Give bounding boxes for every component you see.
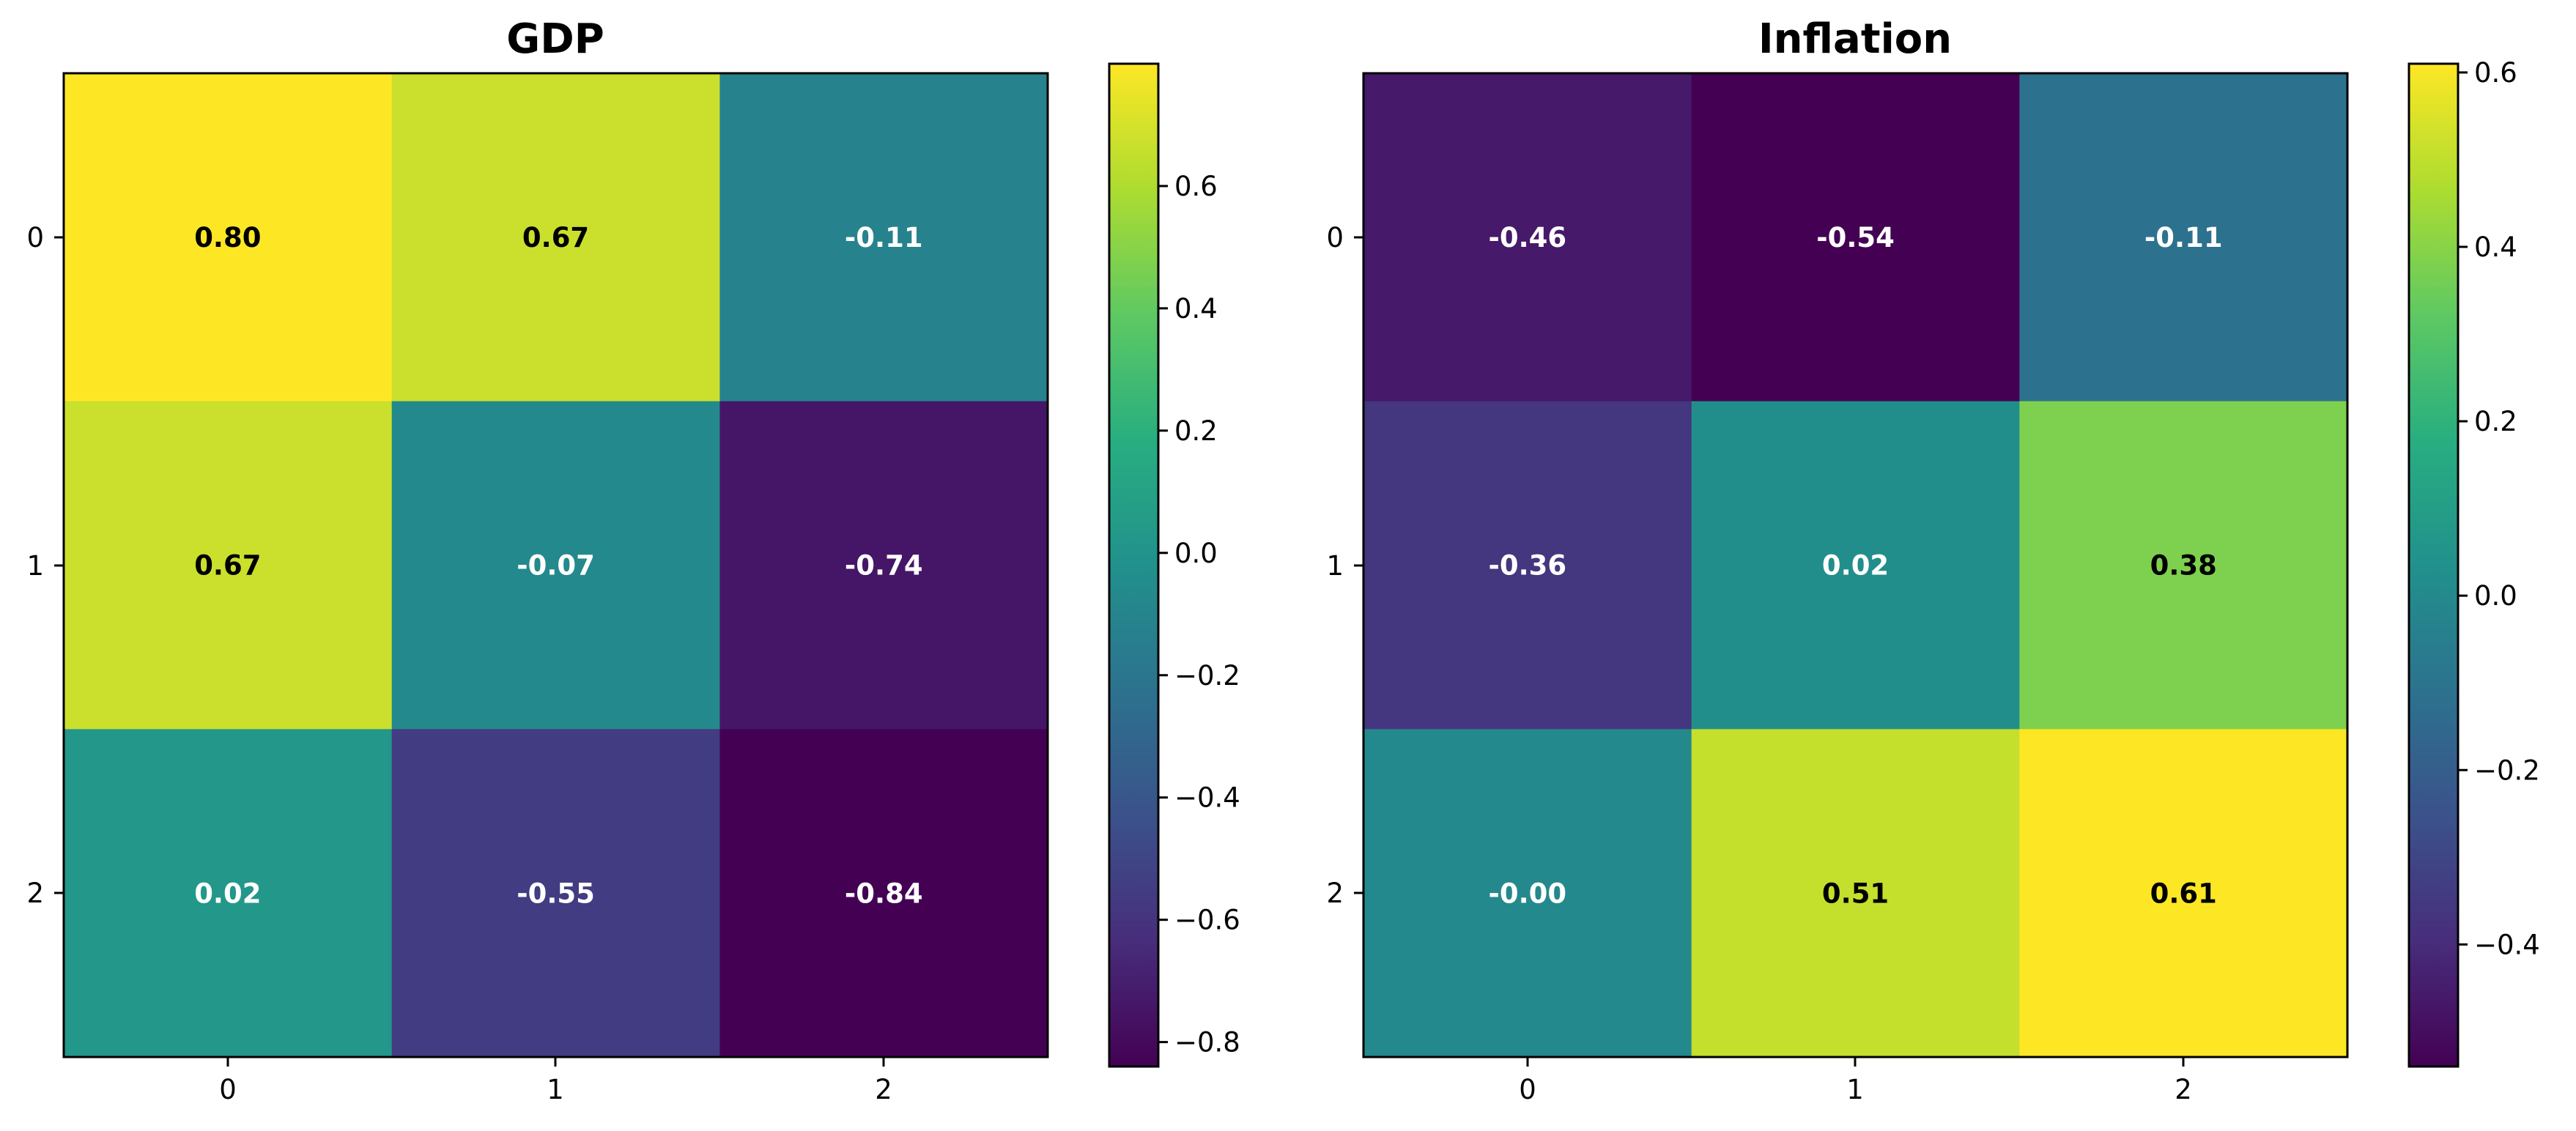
cell-value-label: -0.11 [2144, 222, 2223, 253]
cell-value-label: 0.51 [1822, 878, 1889, 909]
heatmap-cell [391, 73, 720, 402]
colorbar-tick-label: −0.4 [1174, 782, 1240, 814]
x-tick-label: 0 [1519, 1074, 1536, 1105]
colorbar-ticks: 0.6 0.4 0.2 0.0 −0.2 −0.4 [2458, 57, 2540, 960]
cell-value-label: 0.02 [1822, 550, 1889, 582]
y-tick-label: 2 [1326, 878, 1344, 909]
colorbar-tick-label: 0.4 [2474, 231, 2517, 263]
colorbar-tick-label: −0.2 [1174, 660, 1240, 691]
heatmap-cell [391, 729, 720, 1058]
colorbar-ticks: 0.6 0.4 0.2 0.0 −0.2 −0.4 −0.6 −0.8 [1158, 171, 1240, 1058]
heatmap-cell [2019, 73, 2348, 402]
heatmap-cell [1363, 73, 1692, 402]
cell-value-label: 0.61 [2150, 878, 2217, 909]
colorbar: 0.6 0.4 0.2 0.0 −0.2 −0.4 [2407, 57, 2540, 1068]
cell-value-label: -0.36 [1489, 550, 1567, 582]
cell-value-label: -0.46 [1489, 222, 1567, 253]
colorbar-tick-label: 0.2 [1174, 415, 1218, 447]
cell-value-label: 0.67 [194, 550, 261, 582]
colorbar-tick-label: 0.4 [1174, 293, 1218, 325]
colorbar-tick-label: −0.4 [2474, 929, 2540, 960]
heatmap-cell [719, 401, 1048, 730]
colorbar-tick-label: −0.2 [2474, 754, 2540, 786]
heatmap-cell [1363, 401, 1692, 730]
heatmap-cell [64, 73, 393, 402]
heatmap-panel-inflation: Inflation -0.46 -0.54 -0.11-0.36 0.02 0.38-0… [1326, 15, 2539, 1105]
x-tick-label: 1 [547, 1074, 564, 1105]
heatmap-cell [391, 401, 720, 730]
cell-value-label: -0.54 [1816, 222, 1895, 253]
colorbar-tick-label: 0.0 [1174, 538, 1218, 569]
colorbar: 0.6 0.4 0.2 0.0 −0.2 −0.4 −0.6 −0.8 [1108, 62, 1240, 1068]
x-axis: 0 1 2 [1519, 1057, 2192, 1105]
colorbar-tick-label: −0.6 [1174, 905, 1240, 936]
cell-value-label: -0.07 [517, 550, 595, 582]
colorbar-gradient [2407, 62, 2460, 1068]
cell-value-label: 0.38 [2150, 550, 2217, 582]
x-tick-label: 2 [875, 1074, 892, 1105]
heatmap-cell [64, 401, 393, 730]
colorbar-tick-label: 0.6 [1174, 171, 1218, 202]
colorbar-tick-label: 0.0 [2474, 580, 2517, 612]
cell-value-label: -0.00 [1489, 878, 1567, 909]
heatmap-cell [1691, 729, 2020, 1058]
heatmap-cell [2019, 729, 2348, 1058]
heatmap-cell [719, 729, 1048, 1058]
y-tick-label: 0 [1326, 222, 1344, 253]
cell-value-label: -0.84 [845, 878, 923, 909]
heatmap-cell [1691, 401, 2020, 730]
cell-value-label: 0.02 [194, 878, 261, 909]
y-tick-label: 0 [26, 222, 44, 253]
y-tick-label: 2 [26, 878, 44, 909]
x-tick-label: 0 [219, 1074, 237, 1105]
heatmap-cells: 0.80 0.67 -0.11 0.67 -0.07 -0.74 0.02 -0.55 -0.8… [64, 73, 1048, 1058]
colorbar-tick-label: 0.2 [2474, 406, 2517, 437]
x-axis: 0 1 2 [219, 1057, 892, 1105]
x-tick-label: 2 [2175, 1074, 2192, 1105]
x-tick-label: 1 [1846, 1074, 1864, 1105]
cell-value-label: -0.74 [845, 550, 923, 582]
heatmap-cell [1691, 73, 2020, 402]
heatmap-cell [1363, 729, 1692, 1058]
y-tick-label: 1 [1326, 550, 1344, 582]
y-axis: 0 1 2 [1326, 222, 1363, 909]
cell-value-label: 0.80 [194, 222, 261, 253]
cell-value-label: -0.55 [517, 878, 595, 909]
colorbar-gradient [1108, 62, 1160, 1068]
heatmap-cell [2019, 401, 2348, 730]
heatmap-cell [719, 73, 1048, 402]
y-axis: 0 1 2 [26, 222, 64, 909]
chart-title: Inflation [1758, 15, 1952, 63]
cell-value-label: -0.11 [845, 222, 923, 253]
colorbar-tick-label: 0.6 [2474, 57, 2517, 89]
y-tick-label: 1 [26, 550, 44, 582]
colorbar-tick-label: −0.8 [1174, 1027, 1240, 1058]
cell-value-label: 0.67 [522, 222, 589, 253]
heatmap-panel-gdp: GDP 0.80 0.67 -0.110.67 -0.07 -0.740.02 -0.55… [26, 15, 1240, 1105]
chart-title: GDP [506, 15, 604, 63]
heatmap-cell [64, 729, 393, 1058]
heatmap-cells: -0.46 -0.54 -0.11 -0.36 0.02 0.38 -0.00 0.51 0.6… [1363, 73, 2348, 1058]
